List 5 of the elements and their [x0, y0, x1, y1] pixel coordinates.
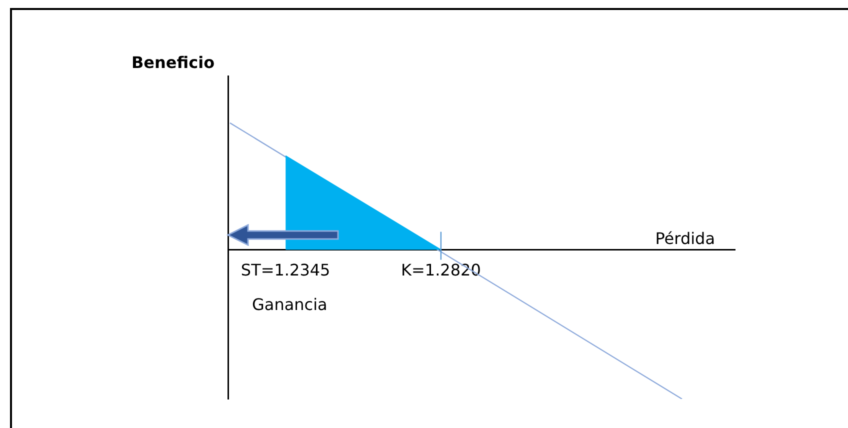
- x-axis-title: Pérdida: [655, 228, 715, 248]
- y-axis-title: Beneficio: [131, 53, 215, 72]
- x-tick-label: K=1.2820: [400, 260, 481, 280]
- x-tick-label: ST=1.2345: [240, 260, 330, 280]
- annotation: Ganancia: [252, 294, 328, 314]
